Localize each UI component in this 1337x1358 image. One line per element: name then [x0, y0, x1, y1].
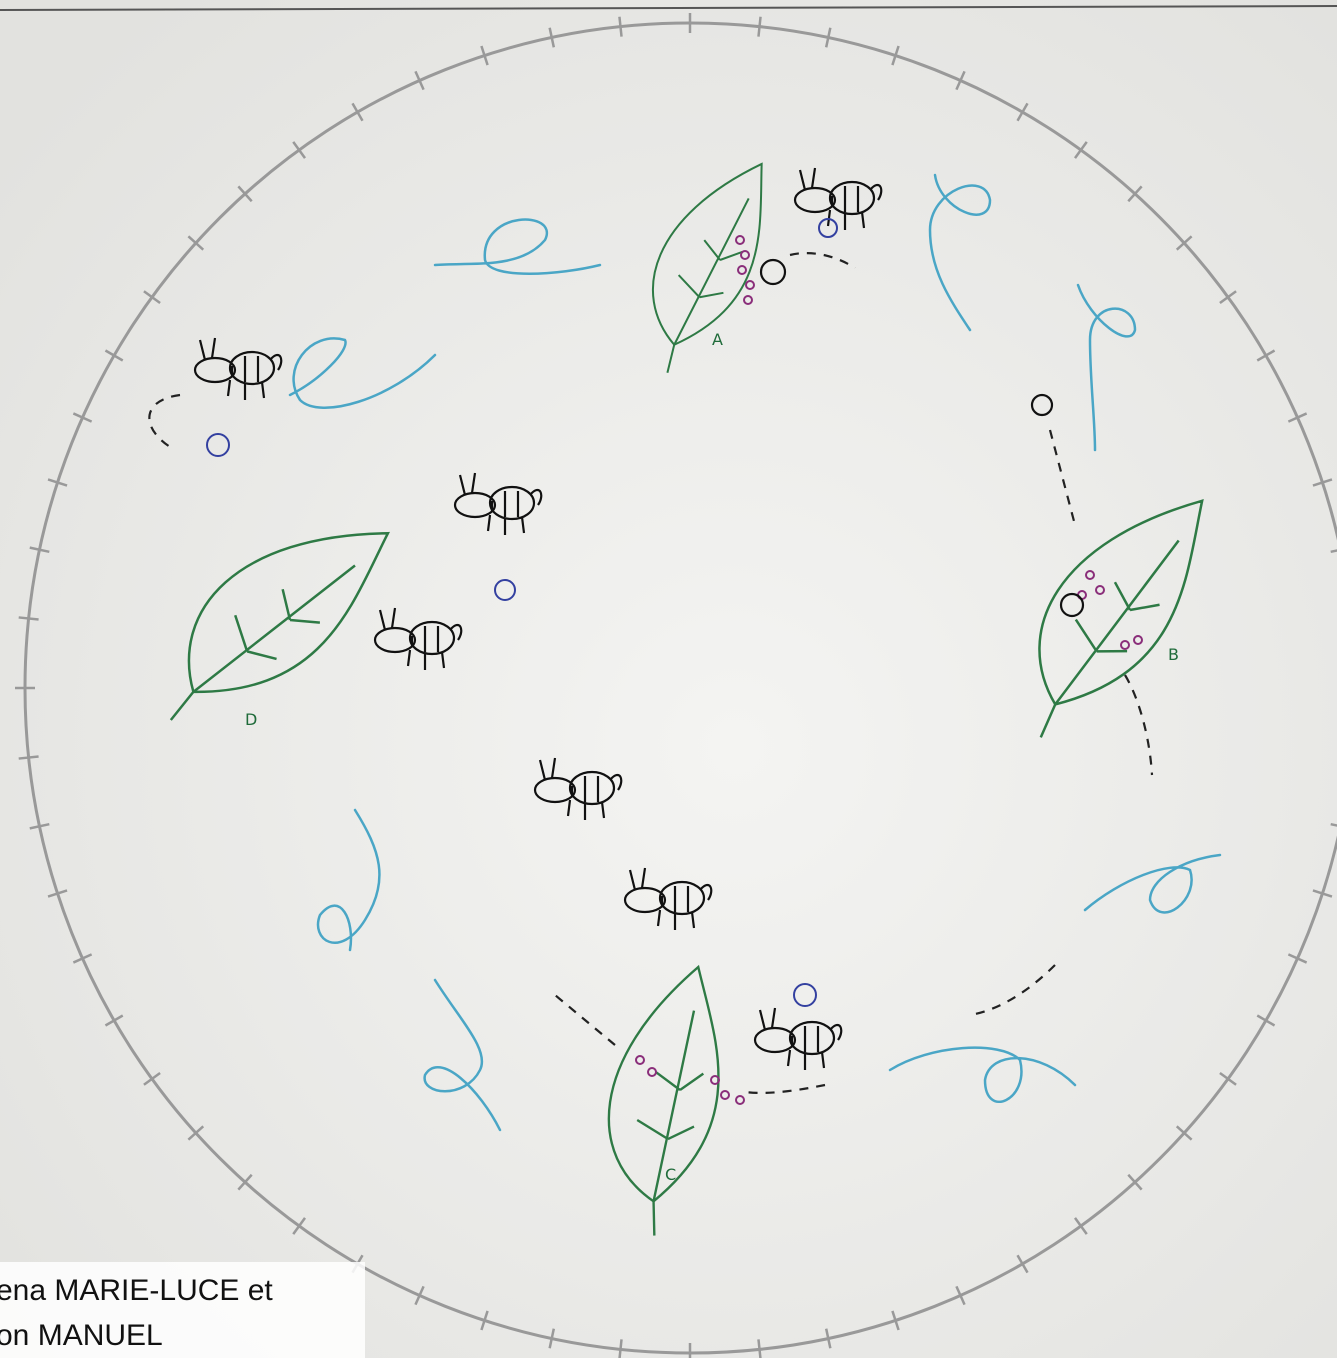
caption-line: ena MARIE-LUCE et	[0, 1274, 273, 1307]
photo: A B C D	[0, 0, 1337, 1358]
leaf-label: D	[245, 710, 257, 729]
caption-line: on MANUEL	[0, 1319, 163, 1352]
caption: ena MARIE-LUCE et on MANUEL	[0, 1262, 365, 1358]
leaf-label: B	[1168, 645, 1179, 664]
page: {"leaves": [{"label": "A"}, {"label": "B…	[0, 0, 1337, 1358]
leaf-label: C	[665, 1165, 676, 1184]
leaf-label: A	[712, 330, 723, 349]
paper	[0, 0, 1337, 1358]
